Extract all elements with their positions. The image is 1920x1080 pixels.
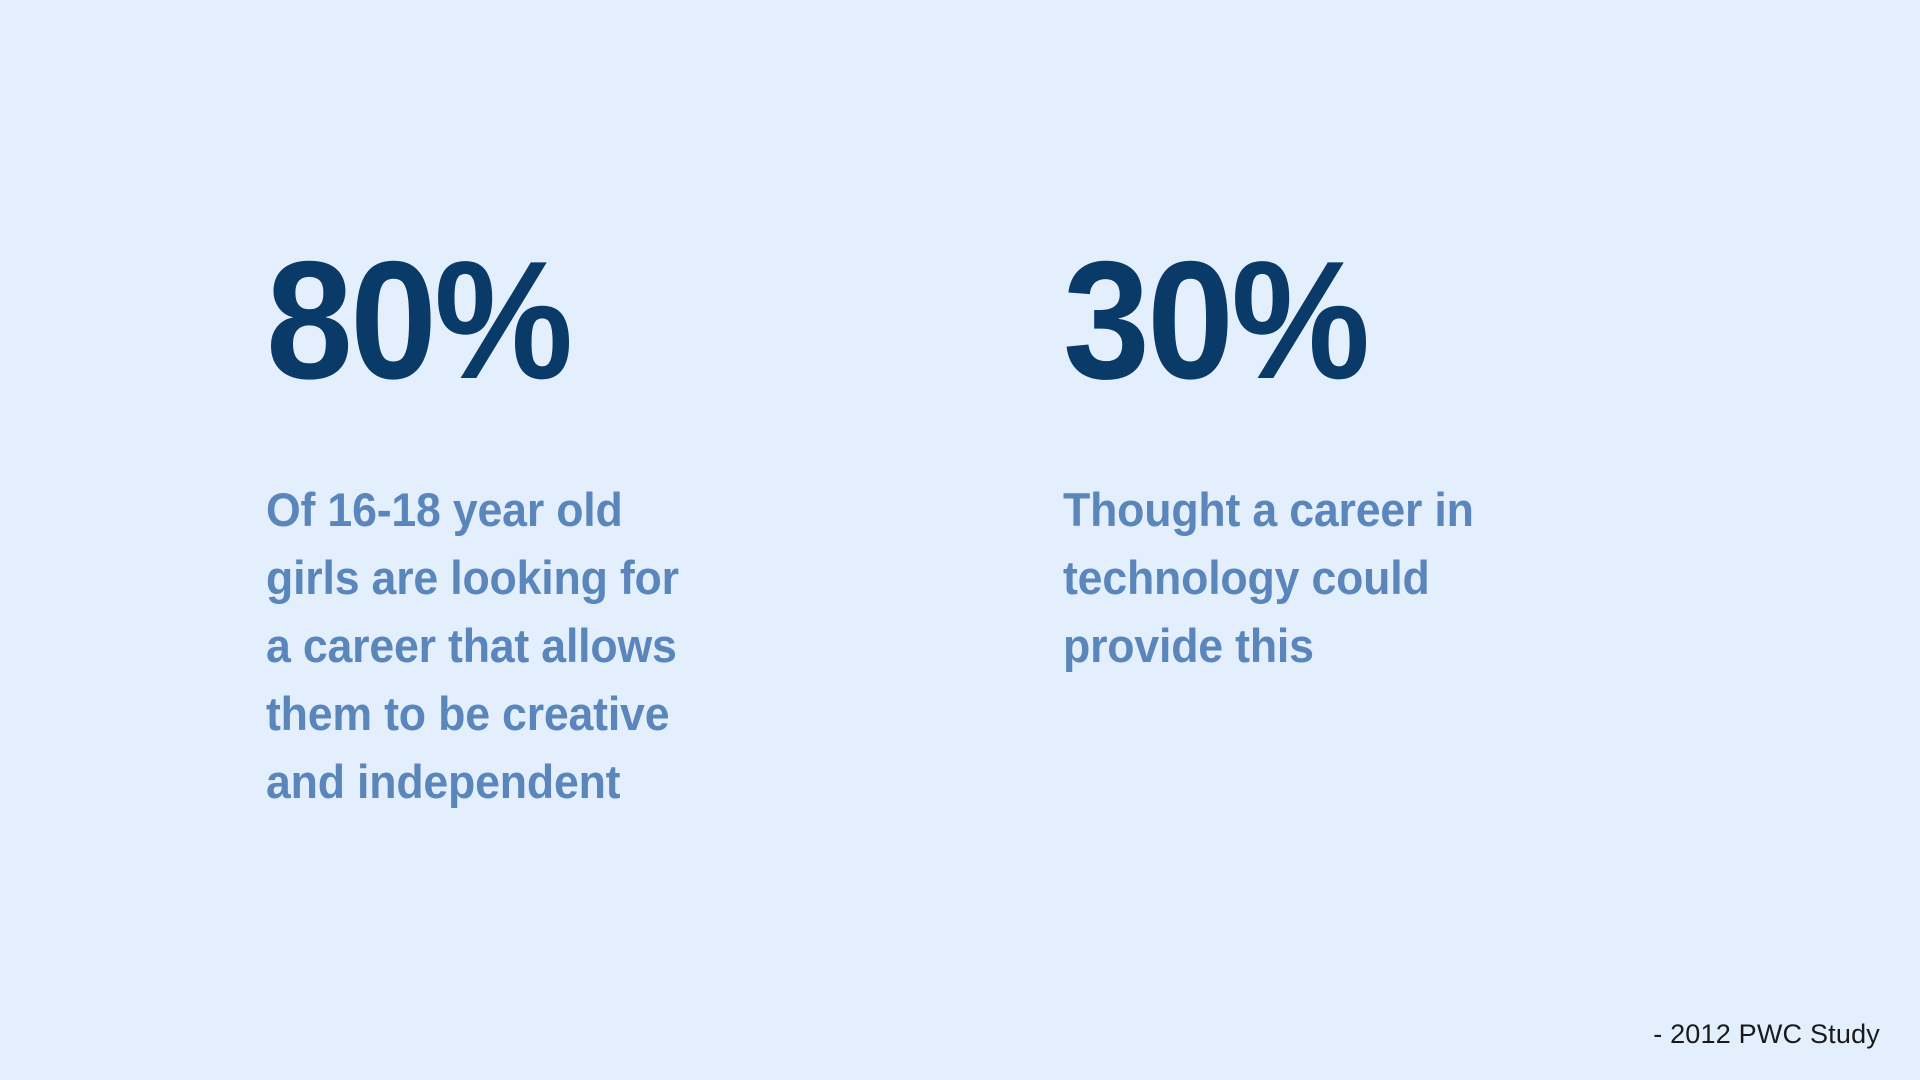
statistic-figure-30-percent: 30%	[1063, 226, 1370, 414]
caption-line: them to be creative	[266, 687, 670, 740]
statistic-block-30-percent: 30% Thought a career in technology could…	[1063, 236, 1683, 680]
source-attribution: - 2012 PWC Study	[1653, 1019, 1880, 1049]
caption-line: technology could	[1063, 551, 1430, 604]
caption-line: Of 16-18 year old	[266, 483, 623, 536]
caption-line: Thought a career in	[1063, 483, 1474, 536]
statistic-figure-80-percent: 80%	[266, 226, 573, 414]
caption-line: girls are looking for	[266, 551, 679, 604]
statistic-caption-80-percent: Of 16-18 year old girls are looking for …	[266, 476, 741, 816]
caption-line: and independent	[266, 755, 621, 808]
caption-line: a career that allows	[266, 619, 677, 672]
caption-line: provide this	[1063, 619, 1314, 672]
statistic-caption-30-percent: Thought a career in technology could pro…	[1063, 476, 1557, 680]
statistic-block-80-percent: 80% Of 16-18 year old girls are looking …	[266, 236, 866, 816]
